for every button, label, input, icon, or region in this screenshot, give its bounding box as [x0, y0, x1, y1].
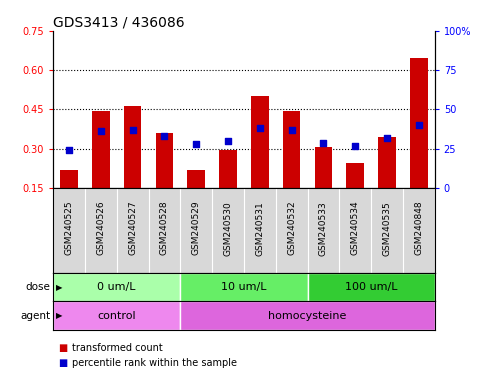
- Text: GSM240534: GSM240534: [351, 201, 360, 255]
- Point: [224, 138, 232, 144]
- Bar: [156, 133, 173, 188]
- Point: [415, 122, 423, 128]
- Text: GSM240531: GSM240531: [256, 201, 264, 256]
- Bar: [410, 58, 427, 188]
- Point: [351, 142, 359, 149]
- Text: GSM240526: GSM240526: [96, 201, 105, 255]
- Bar: [60, 170, 78, 188]
- Point: [256, 125, 264, 131]
- Bar: [346, 163, 364, 188]
- Text: GSM240530: GSM240530: [224, 201, 232, 256]
- Bar: [187, 170, 205, 188]
- Text: GSM240527: GSM240527: [128, 201, 137, 255]
- Bar: [283, 111, 300, 188]
- Text: 0 um/L: 0 um/L: [98, 282, 136, 292]
- Text: homocysteine: homocysteine: [269, 311, 347, 321]
- Text: percentile rank within the sample: percentile rank within the sample: [72, 358, 238, 368]
- Text: transformed count: transformed count: [72, 343, 163, 353]
- Text: 100 um/L: 100 um/L: [345, 282, 398, 292]
- Text: ■: ■: [58, 343, 67, 353]
- Text: GSM240529: GSM240529: [192, 201, 201, 255]
- Bar: [53, 301, 180, 330]
- Bar: [53, 273, 180, 301]
- Text: GSM240528: GSM240528: [160, 201, 169, 255]
- Text: agent: agent: [21, 311, 51, 321]
- Bar: [308, 273, 435, 301]
- Bar: [251, 96, 269, 188]
- Text: 10 um/L: 10 um/L: [221, 282, 267, 292]
- Text: ▶: ▶: [56, 311, 62, 320]
- Bar: [378, 137, 396, 188]
- Text: GSM240535: GSM240535: [383, 201, 392, 256]
- Bar: [124, 106, 142, 188]
- Text: GDS3413 / 436086: GDS3413 / 436086: [53, 16, 185, 30]
- Bar: [180, 301, 435, 330]
- Text: dose: dose: [26, 282, 51, 292]
- Point: [192, 141, 200, 147]
- Point: [129, 127, 137, 133]
- Text: GSM240848: GSM240848: [414, 201, 423, 255]
- Text: control: control: [98, 311, 136, 321]
- Point: [383, 135, 391, 141]
- Point: [160, 133, 168, 139]
- Bar: [92, 111, 110, 188]
- Text: GSM240533: GSM240533: [319, 201, 328, 256]
- Text: ■: ■: [58, 358, 67, 368]
- Point: [288, 127, 296, 133]
- Bar: [180, 273, 308, 301]
- Text: GSM240532: GSM240532: [287, 201, 296, 255]
- Point: [97, 128, 105, 134]
- Point: [65, 147, 73, 154]
- Point: [320, 139, 327, 146]
- Text: ▶: ▶: [56, 283, 62, 291]
- Bar: [219, 150, 237, 188]
- Text: GSM240525: GSM240525: [65, 201, 73, 255]
- Bar: [314, 147, 332, 188]
